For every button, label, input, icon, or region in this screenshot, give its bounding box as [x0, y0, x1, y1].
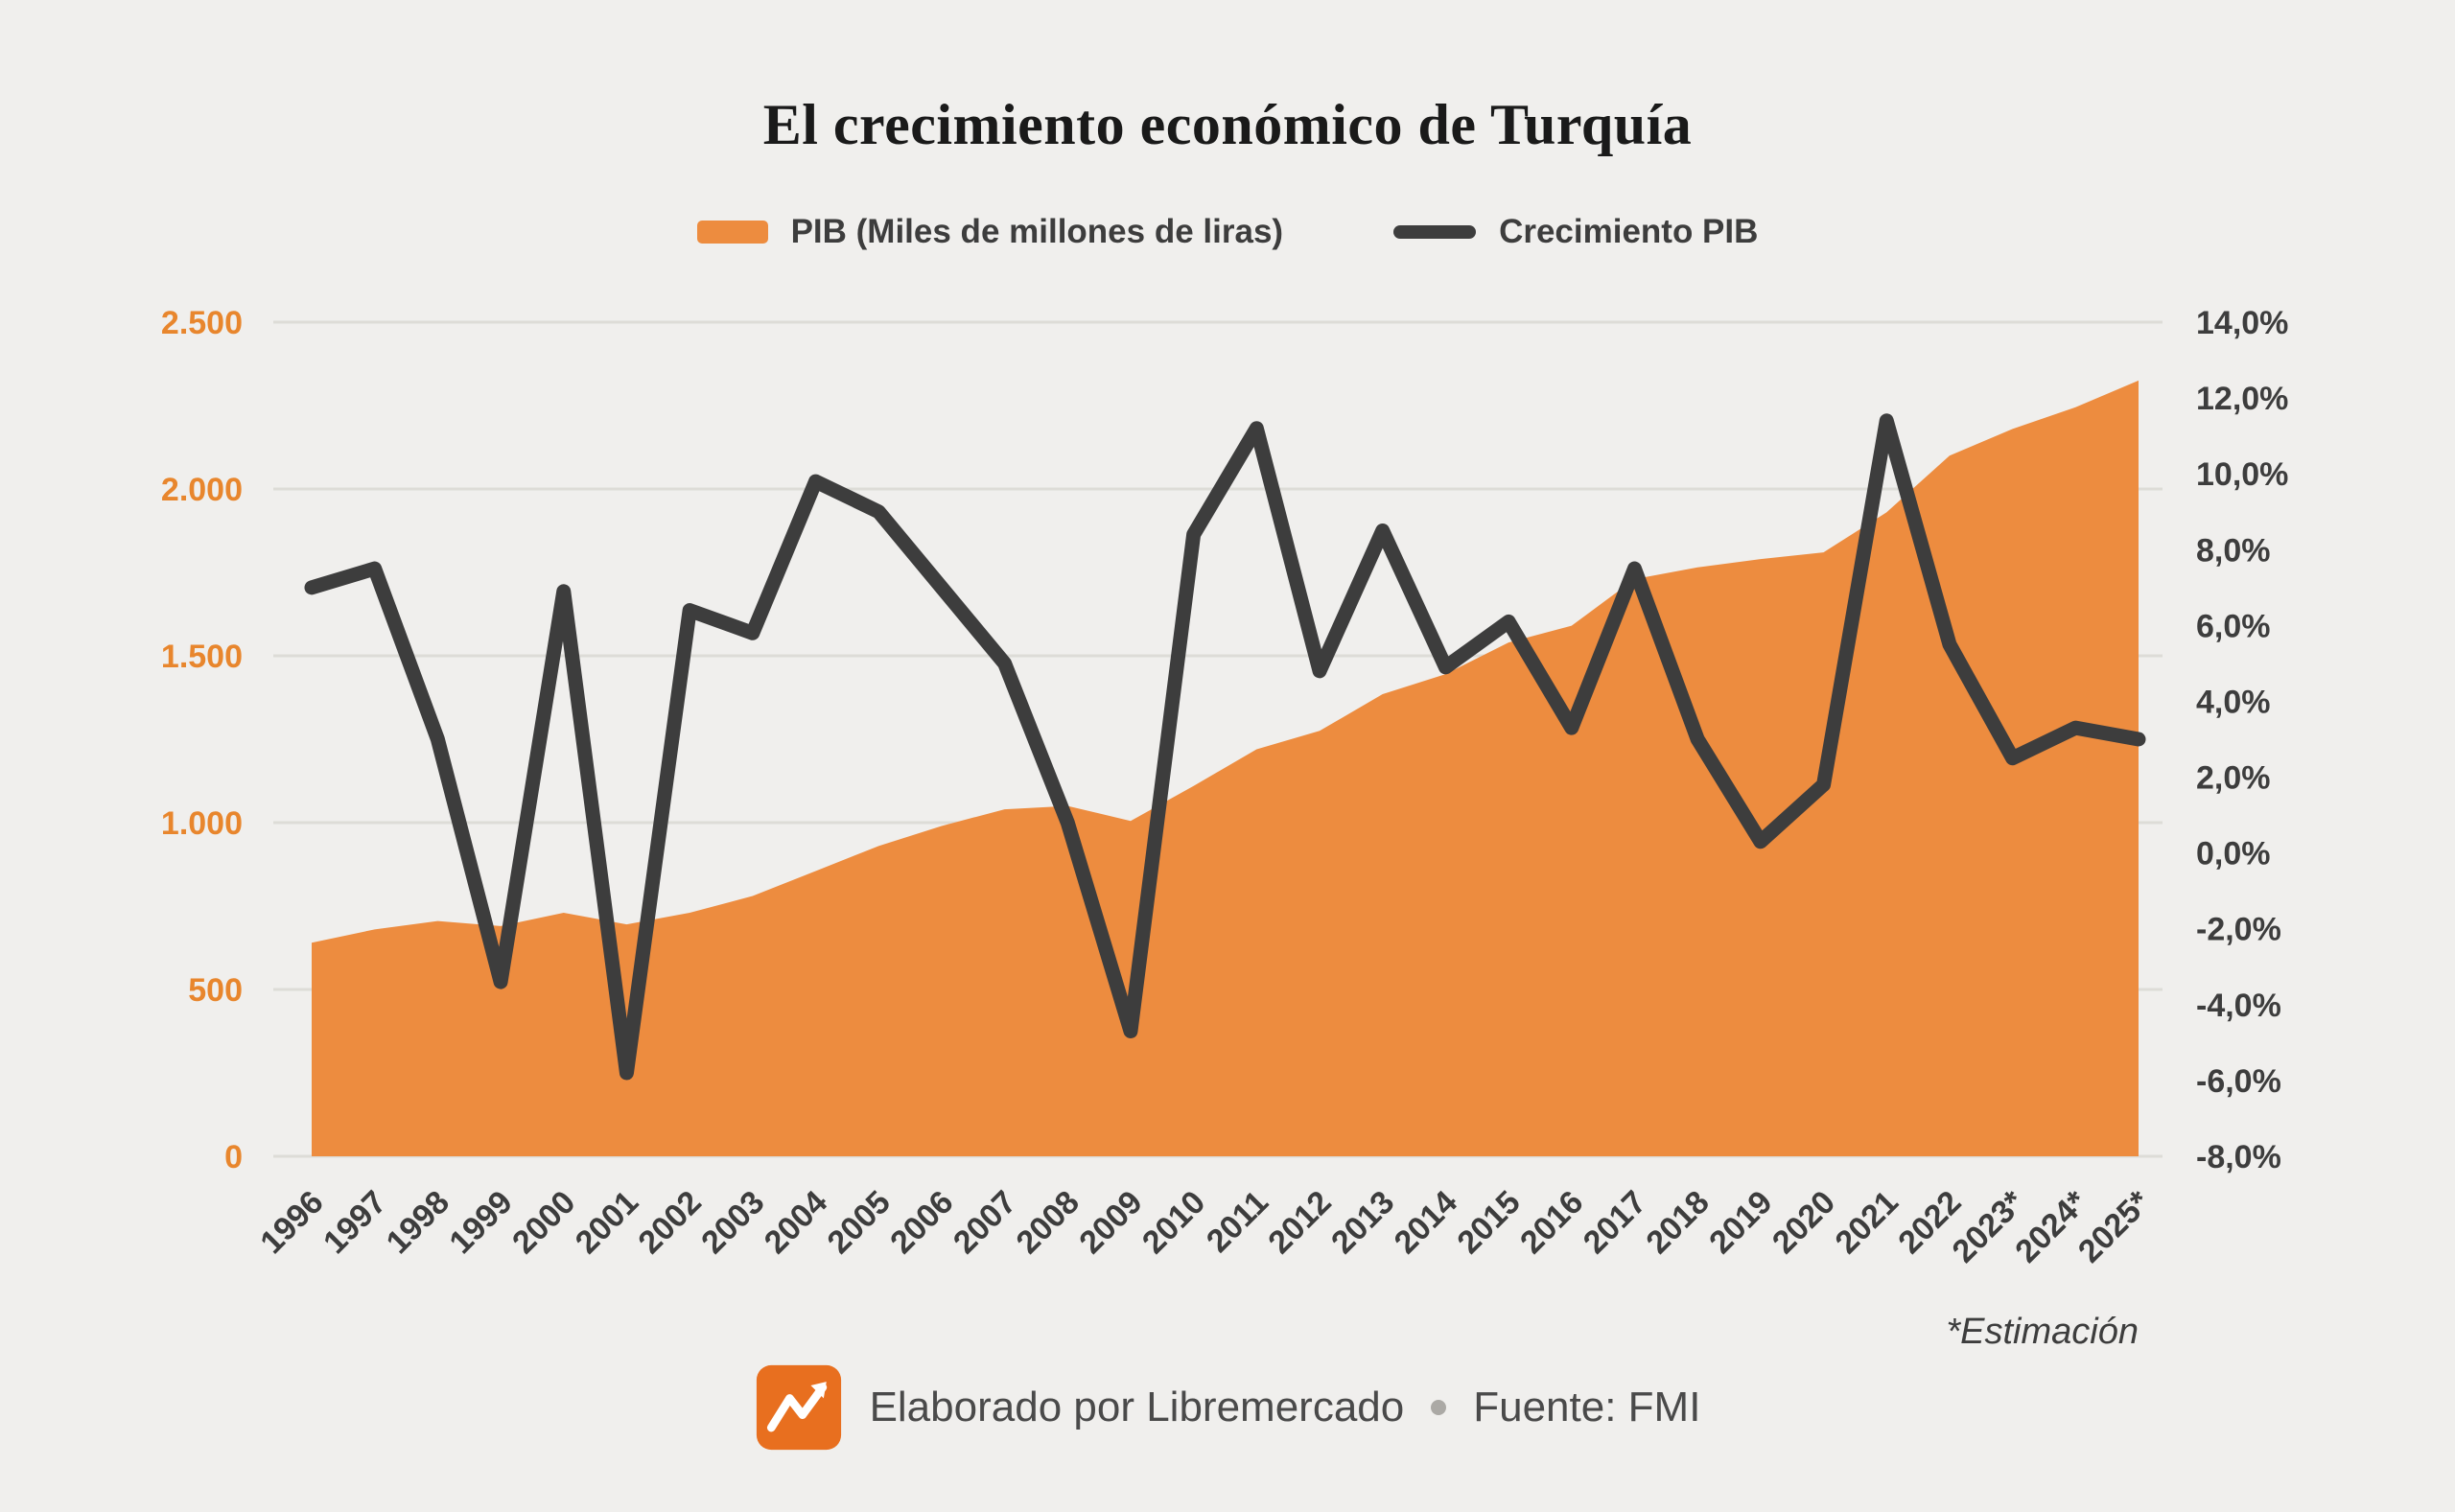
legend-item-pib: PIB (Miles de millones de liras) [696, 213, 1284, 251]
x-axis-label: 2000 [505, 1184, 582, 1261]
x-axis-label: 1998 [380, 1184, 456, 1261]
growth-line-series [304, 413, 2146, 1081]
right-axis-tick: 2,0% [2196, 760, 2271, 797]
x-axis-label: 2014 [1388, 1184, 1464, 1261]
x-axis-label: 2017 [1577, 1184, 1653, 1261]
growth-line-swatch-icon [1393, 225, 1477, 239]
pib-area-series [312, 380, 2139, 1156]
right-axis-tick: -6,0% [2196, 1063, 2281, 1100]
right-axis-tick: 4,0% [2196, 684, 2271, 720]
x-axis-label: 2018 [1639, 1184, 1716, 1261]
x-axis-label: 2015 [1450, 1184, 1527, 1261]
right-axis-tick: 0,0% [2196, 836, 2271, 872]
libremercado-logo-icon [755, 1363, 843, 1452]
right-axis-tick: -2,0% [2196, 912, 2281, 948]
x-axis-label: 2006 [883, 1184, 960, 1261]
separator-dot-icon [1431, 1400, 1447, 1415]
x-axis-label: 2021 [1829, 1184, 1906, 1261]
chart-title: El crecimiento económico de Turquía [762, 93, 1693, 156]
x-axis-label: 2023* [1946, 1183, 2032, 1269]
x-axis-label: 2011 [1200, 1184, 1275, 1260]
x-axis-label: 2004 [758, 1184, 834, 1261]
x-axis-label: 2002 [631, 1184, 708, 1261]
x-axis-label: 2012 [1261, 1184, 1338, 1261]
right-axis-tick: 6,0% [2196, 608, 2271, 644]
x-axis-label: 2008 [1010, 1184, 1087, 1261]
right-axis-tick: -4,0% [2196, 988, 2281, 1024]
right-axis-tick: 12,0% [2196, 381, 2288, 417]
x-axis-label: 1999 [442, 1184, 519, 1261]
right-axis-tick: 10,0% [2196, 456, 2288, 493]
legend-item-growth: Crecimiento PIB [1393, 213, 1758, 251]
x-axis-label: 2007 [947, 1184, 1023, 1261]
legend-label-growth: Crecimiento PIB [1499, 213, 1759, 250]
left-axis-tick: 1.000 [161, 805, 243, 842]
pib-area-swatch-icon [696, 221, 768, 244]
left-axis-tick: 2.000 [161, 472, 243, 508]
estimation-note: *Estimación [1946, 1312, 2139, 1352]
x-axis-label: 2005 [821, 1184, 898, 1261]
x-axis-label: 2019 [1702, 1184, 1779, 1261]
x-axis-label: 2001 [569, 1184, 645, 1261]
x-axis-label: 2025* [2071, 1183, 2158, 1269]
x-axis-label: 1996 [253, 1184, 330, 1261]
left-axis-tick: 0 [224, 1139, 243, 1175]
credit-text: Elaborado por Libremercado [869, 1384, 1405, 1431]
left-axis-tick: 500 [188, 972, 243, 1009]
legend: PIB (Miles de millones de liras) Crecimi… [0, 213, 2455, 251]
right-axis-tick: -8,0% [2196, 1139, 2281, 1175]
footer: Elaborado por Libremercado Fuente: FMI [0, 1363, 2455, 1452]
source-text: Fuente: FMI [1473, 1384, 1701, 1431]
x-axis-label: 1997 [316, 1184, 393, 1261]
x-axis-label: 2024* [2008, 1183, 2094, 1269]
right-axis-tick: 8,0% [2196, 532, 2271, 569]
x-axis-label: 2003 [694, 1184, 771, 1261]
x-axis-label: 2013 [1324, 1184, 1401, 1261]
x-axis-label: 2016 [1513, 1184, 1590, 1261]
left-axis-tick: 1.500 [161, 639, 243, 675]
right-axis-tick: 14,0% [2196, 305, 2288, 341]
x-axis-label: 2020 [1765, 1184, 1842, 1261]
legend-label-pib: PIB (Miles de millones de liras) [790, 213, 1284, 250]
x-axis-label: 2010 [1135, 1184, 1212, 1261]
x-axis-label: 2009 [1072, 1184, 1149, 1261]
left-axis-tick: 2.500 [161, 305, 243, 341]
